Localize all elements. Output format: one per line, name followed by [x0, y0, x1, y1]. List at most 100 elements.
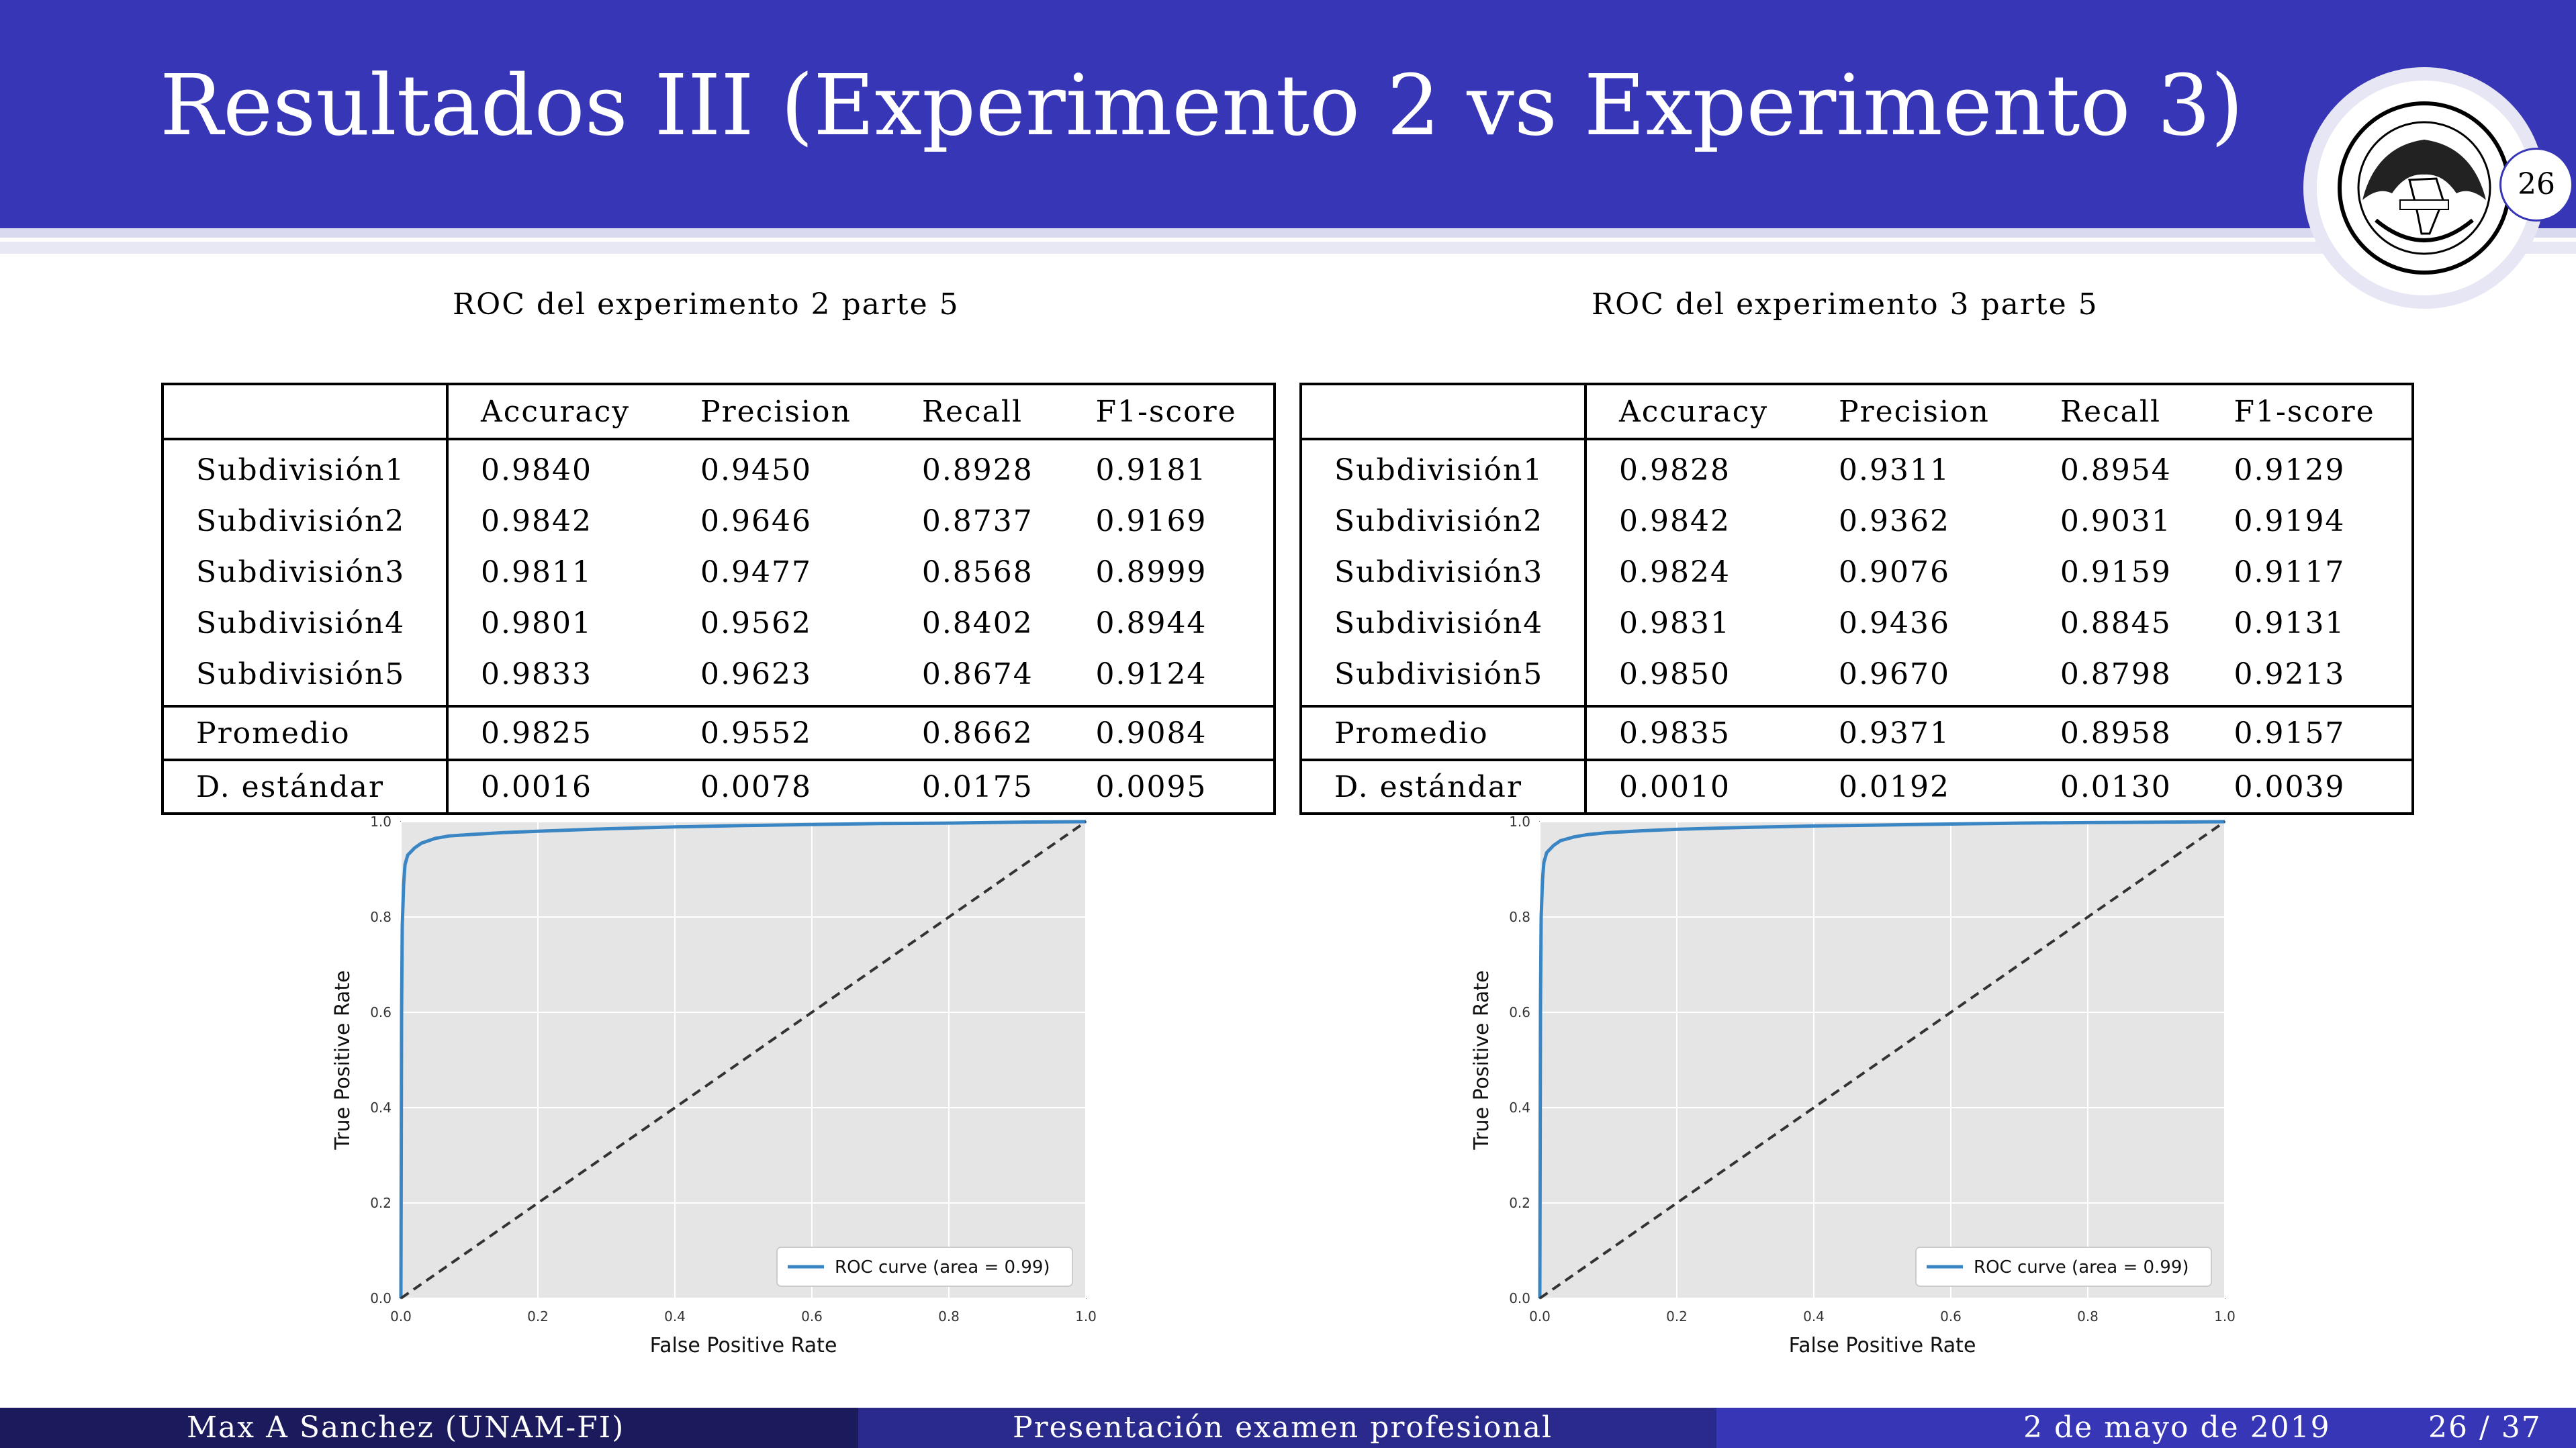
table-cell: 0.9131	[2234, 606, 2346, 640]
metrics-table-experiment-2: Accuracy Precision Recall F1-score Subdi…	[161, 383, 1276, 815]
table-cell: 0.9076	[1838, 554, 1950, 589]
table-cell: Subdivisión5	[1301, 648, 1587, 706]
table-cell: Subdivisión2	[163, 495, 449, 546]
metrics-table-experiment-3: Accuracy Precision Recall F1-score Subdi…	[1299, 383, 2414, 815]
y-tick-label: 0.8	[370, 909, 392, 925]
table-row: Subdivisión4 0.9801 0.9562 0.8402 0.8944	[163, 597, 1275, 648]
table-cell: 0.0078	[668, 759, 890, 814]
footer-page-number: 26 / 37	[2428, 1410, 2542, 1445]
table-cell: 0.8568	[921, 554, 1033, 589]
table-row: Subdivisión5 0.9850 0.9670 0.8798 0.9213	[1301, 648, 2413, 706]
table-cell: 0.9833	[481, 657, 592, 691]
table-cell: Subdivisión2	[1301, 495, 1587, 546]
y-tick-label: 0.0	[370, 1290, 392, 1306]
table-cell: 0.8845	[2060, 606, 2172, 640]
footer-author-section: Max A Sanchez (UNAM-FI)	[0, 1408, 858, 1448]
table-cell: 0.9477	[700, 554, 812, 589]
table-row: Subdivisión2 0.9842 0.9646 0.8737 0.9169	[163, 495, 1275, 546]
footer-author: Max A Sanchez (UNAM-FI)	[187, 1410, 625, 1445]
table-header-cell: Recall	[2060, 394, 2162, 429]
table-cell: 0.9825	[447, 705, 668, 760]
table-cell: 0.8798	[2060, 657, 2172, 691]
table-row: Subdivisión4 0.9831 0.9436 0.8845 0.9131	[1301, 597, 2413, 648]
table-header-row: Accuracy Precision Recall F1-score	[163, 384, 1275, 439]
table-header-row: Accuracy Precision Recall F1-score	[1301, 384, 2413, 439]
roc-chart-experiment-2: 0.0 0.0 0.2 0.2 0.4 0.4 0.6 0.6 0.8 0.8 1.0 1.0 Fals…	[322, 812, 1115, 1392]
table-header-cell: Accuracy	[1619, 394, 1769, 429]
y-tick-label: 1.0	[1509, 814, 1530, 830]
table-cell: 0.0175	[889, 759, 1064, 814]
table-header-cell	[163, 384, 449, 439]
footer-date-section: 2 de mayo de 2019 26 / 37	[1716, 1408, 2576, 1448]
y-tick-label: 0.0	[1509, 1290, 1530, 1306]
unam-seal-icon	[2338, 101, 2511, 275]
x-tick-label: 0.6	[801, 1308, 823, 1324]
table-cell: 0.9311	[1838, 452, 1950, 487]
table-cell: 0.0016	[447, 759, 668, 814]
legend-label: ROC curve (area = 0.99)	[835, 1257, 1050, 1277]
table-cell: Subdivisión1	[163, 439, 449, 495]
table-cell: 0.9840	[481, 452, 592, 487]
table-cell: 0.9670	[1838, 657, 1950, 691]
table-cell: 0.8928	[921, 452, 1033, 487]
y-tick-label: 0.4	[370, 1100, 392, 1116]
table-cell: 0.9213	[2234, 657, 2346, 691]
legend-label: ROC curve (area = 0.99)	[1974, 1257, 2189, 1277]
table-header-cell: Precision	[1838, 394, 1990, 429]
table-cell: 0.9371	[1806, 705, 2028, 760]
legend-box	[776, 1247, 1073, 1287]
header-divider-light	[0, 242, 2576, 254]
y-axis-label: True Positive Rate	[331, 970, 355, 1150]
table-cell: 0.8737	[921, 503, 1033, 538]
table-cell: 0.0010	[1585, 759, 1806, 814]
table-cell: 0.0130	[2027, 759, 2202, 814]
table-header-cell	[1301, 384, 1587, 439]
x-tick-label: 1.0	[2214, 1308, 2236, 1324]
table-cell: 0.9835	[1585, 705, 1806, 760]
table-row-average: Promedio 0.9825 0.9552 0.8662 0.9084	[163, 705, 1275, 760]
diagonal-reference-line	[400, 820, 1087, 1300]
roc-chart-svg: 0.0 0.0 0.2 0.2 0.4 0.4 0.6 0.6 0.8 0.8 1.0 1.0 Fals…	[331, 814, 1097, 1357]
y-tick-label: 1.0	[370, 814, 392, 830]
table-row-average: Promedio 0.9835 0.9371 0.8958 0.9157	[1301, 705, 2413, 760]
y-tick-label: 0.8	[1509, 909, 1530, 925]
roc-chart-experiment-3: 0.0 0.0 0.2 0.2 0.4 0.4 0.6 0.6 0.8 0.8 1.0 1.0 Fals…	[1461, 812, 2254, 1392]
table-cell: Subdivisión3	[163, 546, 449, 597]
x-tick-label: 0.0	[390, 1308, 412, 1324]
header-divider	[0, 228, 2576, 238]
y-tick-label: 0.2	[1509, 1195, 1530, 1211]
table-cell: 0.0192	[1806, 759, 2028, 814]
table-cell: Promedio	[163, 705, 449, 760]
x-axis-label: False Positive Rate	[650, 1334, 837, 1357]
table-cell: Subdivisión4	[1301, 597, 1587, 648]
table-cell: 0.9169	[1095, 503, 1207, 538]
page-badge: 26	[2499, 148, 2573, 222]
table-cell: 0.9828	[1619, 452, 1731, 487]
y-tick-label: 0.6	[1509, 1004, 1530, 1020]
table-cell: 0.9552	[668, 705, 890, 760]
slide-title: Resultados III (Experimento 2 vs Experim…	[160, 57, 2244, 154]
table-header-cell: Precision	[700, 394, 852, 429]
table-cell: 0.9436	[1838, 606, 1950, 640]
table-cell: 0.9117	[2234, 554, 2346, 589]
table-cell: Subdivisión3	[1301, 546, 1587, 597]
footer-title-section: Presentación examen profesional	[858, 1408, 1716, 1448]
roc-curve-line	[399, 820, 1087, 1299]
table-header-cell: Recall	[921, 394, 1023, 429]
table-header-cell: Accuracy	[481, 394, 631, 429]
table-row: Subdivisión1 0.9840 0.9450 0.8928 0.9181	[163, 439, 1275, 495]
table-cell: 0.9646	[700, 503, 812, 538]
table-cell: D. estándar	[163, 759, 449, 814]
y-tick-label: 0.2	[370, 1195, 392, 1211]
x-tick-label: 0.0	[1529, 1308, 1551, 1324]
table-cell: 0.9842	[481, 503, 592, 538]
table-row-std: D. estándar 0.0016 0.0078 0.0175 0.0095	[163, 759, 1275, 814]
table-row-std: D. estándar 0.0010 0.0192 0.0130 0.0039	[1301, 759, 2413, 814]
table-row: Subdivisión1 0.9828 0.9311 0.8954 0.9129	[1301, 439, 2413, 495]
diagonal-reference-line	[1538, 820, 2226, 1300]
table-cell: 0.9159	[2060, 554, 2172, 589]
table-row: Subdivisión5 0.9833 0.9623 0.8674 0.9124	[163, 648, 1275, 706]
table-cell: 0.0039	[2201, 759, 2413, 814]
table-cell: 0.9181	[1095, 452, 1207, 487]
table-cell: 0.8944	[1095, 606, 1207, 640]
